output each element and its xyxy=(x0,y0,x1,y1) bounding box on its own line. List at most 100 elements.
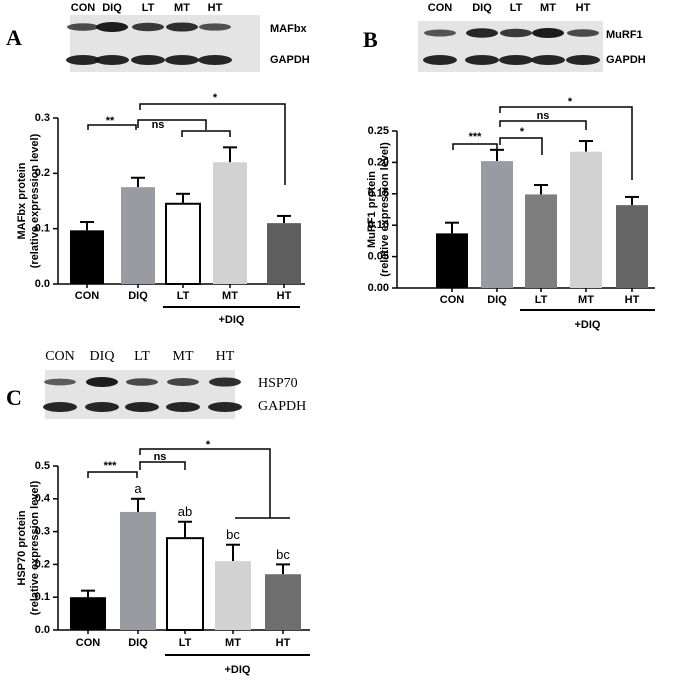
x-tick-label: MT xyxy=(222,290,238,302)
significance-label: * xyxy=(568,96,573,108)
panel-letter: B xyxy=(363,27,378,52)
bar xyxy=(121,187,155,284)
blot-lane-label: MT xyxy=(540,2,556,14)
y-tick-label: 0.15 xyxy=(368,188,389,200)
y-axis-label: HSP70 protein(relative expression level) xyxy=(16,480,41,615)
bar xyxy=(165,202,201,285)
y-tick-label: 0.2 xyxy=(35,167,50,179)
blot-lane-label: MT xyxy=(173,349,194,364)
significance-label: * xyxy=(206,439,211,451)
significance-bracket xyxy=(499,137,543,155)
blot-background xyxy=(70,15,260,72)
blot-band xyxy=(500,28,532,38)
blot-lane-label: LT xyxy=(134,349,150,364)
blot-lane-label: LT xyxy=(142,2,155,14)
significance-bracket xyxy=(87,471,138,478)
panel-letter: C xyxy=(6,385,22,410)
y-axis-label-line: MuRF1 protein xyxy=(366,171,378,248)
blot-lane-label: HT xyxy=(576,2,591,14)
chart-panel: CON DIQ LT MT HT MAFbx GAPDH A 0.0 0.1 0.2 0.3 MAFbx… xyxy=(6,2,310,326)
blot-band xyxy=(86,377,118,387)
blot-protein-label: HSP70 xyxy=(258,376,298,391)
x-tick-label: HT xyxy=(625,294,640,306)
significance-label: *** xyxy=(469,131,483,143)
blot-band xyxy=(499,55,533,65)
bar xyxy=(481,161,513,288)
blot-band xyxy=(165,55,199,65)
blot-band xyxy=(125,402,159,412)
y-tick-label: 0.4 xyxy=(35,493,51,505)
blot-band xyxy=(96,22,128,32)
bar xyxy=(436,233,468,288)
blot-band xyxy=(43,402,77,412)
blot-lane-label: HT xyxy=(216,349,235,364)
blot-band xyxy=(166,402,200,412)
x-tick-label: DIQ xyxy=(487,294,507,306)
y-tick-label: 0.10 xyxy=(368,219,389,231)
significance-label: ns xyxy=(154,451,167,463)
blot-protein-label: MuRF1 xyxy=(606,29,643,41)
blot-band xyxy=(166,22,198,32)
blot-band xyxy=(131,55,165,65)
significance-letter: ab xyxy=(178,504,192,519)
x-tick-label: LT xyxy=(535,294,548,306)
y-tick-label: 0.2 xyxy=(35,558,50,570)
significance-letter: a xyxy=(134,481,142,496)
blot-lane-label: CON xyxy=(45,349,75,364)
group-label: +DIQ xyxy=(219,314,245,326)
bar xyxy=(570,151,602,288)
blot-lane-label: CON xyxy=(428,2,453,14)
y-axis-label: MuRF1 protein(relative expression level) xyxy=(366,142,391,277)
significance-bracket xyxy=(137,119,231,137)
chart-panel: CON DIQ LT MT HT MuRF1 GAPDH B 0.00 0.05 0.10 0.15 0… xyxy=(363,2,655,331)
significance-letter: bc xyxy=(276,547,290,562)
blot-band xyxy=(531,55,565,65)
blot-protein-label: GAPDH xyxy=(270,54,310,66)
significance-bracket xyxy=(499,106,633,180)
bar xyxy=(616,205,648,288)
significance-bracket xyxy=(499,120,587,130)
blot-lane-label: LT xyxy=(510,2,523,14)
significance-label: * xyxy=(213,92,218,104)
blot-band xyxy=(199,23,231,31)
blot-band xyxy=(67,23,99,31)
blot-band xyxy=(209,377,241,387)
y-axis-label-line: (relative expression level) xyxy=(29,133,41,268)
y-tick-label: 0.1 xyxy=(35,591,50,603)
y-axis-label: MAFbx protein(relative expression level) xyxy=(16,133,41,268)
blot-lane-label: DIQ xyxy=(90,349,115,364)
significance-label: ns xyxy=(537,110,550,122)
blot-band xyxy=(167,378,199,386)
x-tick-label: DIQ xyxy=(128,290,148,302)
significance-label: * xyxy=(520,126,525,138)
y-tick-label: 0.05 xyxy=(368,251,389,263)
significance-bracket xyxy=(139,448,290,519)
blot-band xyxy=(567,29,599,37)
blot-band xyxy=(126,378,158,386)
blot-band xyxy=(95,55,129,65)
x-tick-label: CON xyxy=(440,294,465,306)
bar xyxy=(213,162,247,284)
blot-band xyxy=(465,55,499,65)
significance-bracket xyxy=(139,461,186,470)
blot-band xyxy=(423,55,457,65)
y-tick-label: 0.20 xyxy=(368,156,389,168)
y-tick-label: 0.3 xyxy=(35,112,50,124)
significance-bracket xyxy=(139,103,286,185)
y-tick-label: 0.0 xyxy=(35,624,50,636)
y-tick-label: 0.3 xyxy=(35,526,50,538)
x-tick-label: HT xyxy=(276,637,291,649)
group-label: +DIQ xyxy=(575,319,601,331)
bar xyxy=(525,194,557,288)
y-tick-label: 0.5 xyxy=(35,460,50,472)
blot-band xyxy=(44,378,76,386)
blot-band xyxy=(566,55,600,65)
blot-band xyxy=(85,402,119,412)
group-label: +DIQ xyxy=(225,664,251,676)
x-tick-label: CON xyxy=(75,290,100,302)
significance-label: ns xyxy=(152,119,165,131)
blot-lane-label: DIQ xyxy=(102,2,122,14)
y-axis-label-line: (relative expression level) xyxy=(29,480,41,615)
y-tick-label: 0.25 xyxy=(368,125,389,137)
